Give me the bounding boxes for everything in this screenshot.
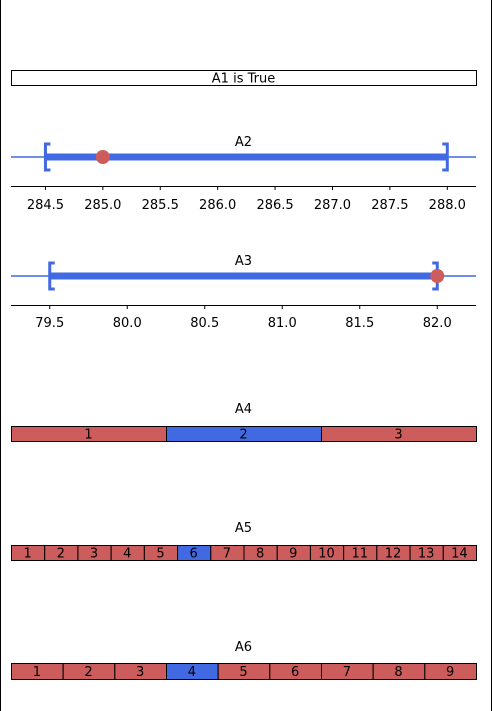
row-3-value-point [430, 269, 445, 283]
row-6-cell-label-1: 1 [33, 665, 41, 680]
row-3-tick-label-4: 81.5 [345, 316, 374, 331]
row-5-title: A5 [235, 521, 252, 536]
row-6-cell-label-2: 2 [84, 665, 92, 680]
row-5-cell-label-5: 5 [156, 547, 164, 562]
row-5-cell-label-1: 1 [23, 547, 31, 562]
row-5-cell-label-4: 4 [123, 547, 131, 562]
row-6-cell-label-9: 9 [446, 665, 454, 680]
row-4-cell-3 [321, 426, 477, 442]
row-3-tick-label-3: 81.0 [268, 316, 297, 331]
row-2-tick-label-2: 285.5 [142, 198, 179, 213]
row-1-label: A1 is True [212, 72, 275, 87]
row-2-upper-bracket [442, 142, 449, 172]
row-1-box [11, 70, 477, 86]
row-5-cell-label-14: 14 [451, 547, 468, 562]
row-5-cell-label-9: 9 [289, 547, 297, 562]
row-3-tick-label-5: 82.0 [423, 316, 452, 331]
row-6-cell-label-4: 4 [188, 665, 196, 680]
row-5-cell-label-3: 3 [90, 547, 98, 562]
row-6-title: A6 [235, 640, 252, 655]
row-5-cell-label-8: 8 [256, 547, 264, 562]
row-4-cell-label-3: 3 [394, 428, 402, 443]
left-border [0, 0, 1, 711]
row-3-tick-label-0: 79.5 [35, 316, 64, 331]
row-5-cell-label-11: 11 [351, 547, 368, 562]
row-5-cell-label-13: 13 [418, 547, 435, 562]
row-2-lower-bracket [43, 142, 51, 172]
row-2-title: A2 [235, 135, 252, 150]
row-3-lower-bracket [48, 261, 55, 291]
row-3-title: A3 [235, 254, 252, 269]
row-4-title: A4 [235, 402, 252, 417]
row-3-tick-label-2: 80.5 [190, 316, 219, 331]
row-5-cell-14 [442, 545, 477, 561]
row-2-tick-label-1: 285.0 [84, 198, 121, 213]
row-2-tick-label-6: 287.5 [371, 198, 408, 213]
row-3-tick-label-1: 80.0 [113, 316, 142, 331]
row-6-cell-label-3: 3 [136, 665, 144, 680]
row-4-cell-label-1: 1 [84, 428, 92, 443]
row-6-cell-label-8: 8 [394, 665, 402, 680]
row-6-cell-label-6: 6 [291, 665, 299, 680]
row-2-tick-label-4: 286.5 [256, 198, 293, 213]
row-5-cell-label-7: 7 [223, 547, 231, 562]
row-5-cell-label-12: 12 [385, 547, 402, 562]
row-5-cell-label-6: 6 [190, 547, 198, 562]
row-2-tick-label-0: 284.5 [27, 198, 64, 213]
row-6-cell-9 [424, 663, 478, 680]
row-6-cell-label-7: 7 [343, 665, 351, 680]
row-5-cell-label-10: 10 [318, 547, 335, 562]
row-2-tick-label-7: 288.0 [429, 198, 466, 213]
row-2-tick-label-3: 286.0 [199, 198, 236, 213]
row-2-value-point [95, 150, 110, 164]
row-4-cell-label-2: 2 [239, 428, 247, 443]
row-2-tick-label-5: 287.0 [314, 198, 351, 213]
row-6-cell-label-5: 5 [239, 665, 247, 680]
row-5-cell-label-2: 2 [57, 547, 65, 562]
